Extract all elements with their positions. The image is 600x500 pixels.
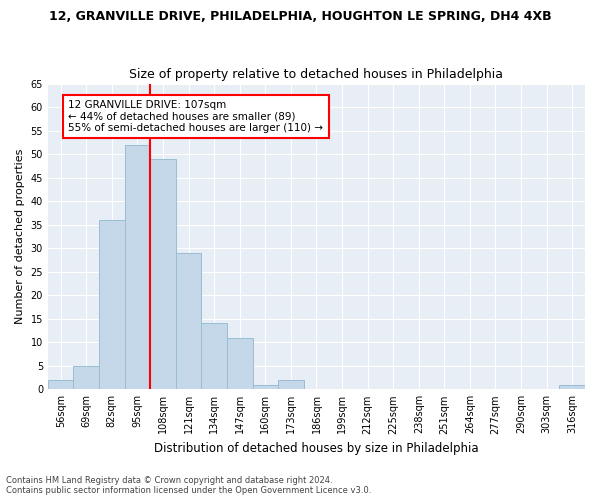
Title: Size of property relative to detached houses in Philadelphia: Size of property relative to detached ho… [130,68,503,81]
Text: 12, GRANVILLE DRIVE, PHILADELPHIA, HOUGHTON LE SPRING, DH4 4XB: 12, GRANVILLE DRIVE, PHILADELPHIA, HOUGH… [49,10,551,23]
Bar [125,144,150,390]
Text: Contains HM Land Registry data © Crown copyright and database right 2024.
Contai: Contains HM Land Registry data © Crown c… [6,476,371,495]
Bar [176,253,202,390]
Y-axis label: Number of detached properties: Number of detached properties [15,148,25,324]
Bar [278,380,304,390]
Bar [73,366,99,390]
Bar [48,380,73,390]
Bar [559,384,585,390]
X-axis label: Distribution of detached houses by size in Philadelphia: Distribution of detached houses by size … [154,442,479,455]
Bar [202,324,227,390]
Bar [150,159,176,390]
Text: 12 GRANVILLE DRIVE: 107sqm
← 44% of detached houses are smaller (89)
55% of semi: 12 GRANVILLE DRIVE: 107sqm ← 44% of deta… [68,100,323,133]
Bar [227,338,253,390]
Bar [253,384,278,390]
Bar [99,220,125,390]
